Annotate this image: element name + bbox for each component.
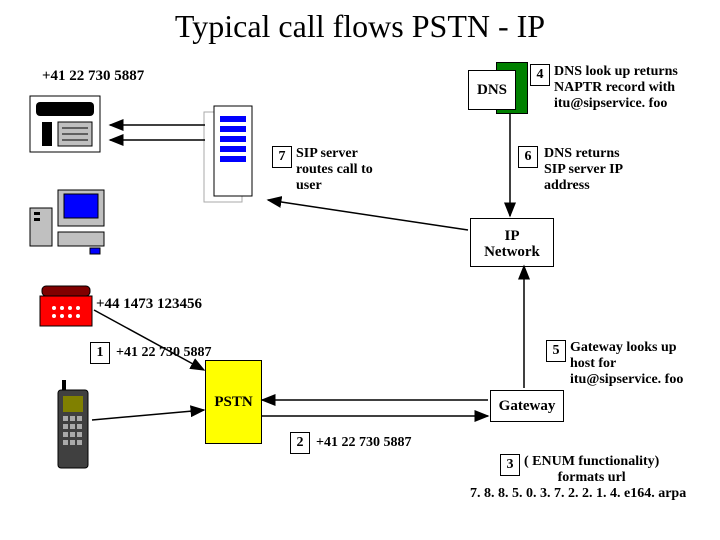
step-5-l3: itu@sipservice. foo — [570, 372, 683, 387]
step-3-l3: 7. 8. 8. 5. 0. 3. 7. 2. 2. 1. 4. e164. a… — [470, 486, 686, 502]
step-1-text: +41 22 730 5887 — [116, 345, 211, 361]
step-6-l2: SIP server IP — [544, 162, 623, 177]
step-5-l1: Gateway looks up — [570, 340, 677, 355]
step-4-l1: DNS look up returns — [554, 64, 678, 79]
step-2-num: 2 — [290, 432, 310, 454]
step-3-l1: ( ENUM functionality) — [524, 454, 659, 469]
step-4: 4 DNS look up returns NAPTR record with … — [530, 64, 678, 112]
step-7-l1: SIP server — [296, 146, 358, 161]
step-3: 3 ( ENUM functionality) formats url 7. 8… — [500, 454, 716, 502]
step-1-num: 1 — [90, 342, 110, 364]
step-3-l2: formats url — [524, 470, 659, 486]
step-2-text: +41 22 730 5887 — [316, 435, 411, 451]
step-6-l3: address — [544, 178, 590, 193]
step-3-num: 3 — [500, 454, 520, 476]
step-4-l3: itu@sipservice. foo — [554, 96, 667, 111]
step-7-l2: routes call to — [296, 162, 373, 177]
step-5: 5 Gateway looks up host for itu@sipservi… — [546, 340, 683, 388]
step-5-l2: host for — [570, 356, 616, 371]
step-7-num: 7 — [272, 146, 292, 168]
step-7-l3: user — [296, 178, 322, 193]
step-4-l2: NAPTR record with — [554, 80, 675, 95]
step-6-l1: DNS returns — [544, 146, 620, 161]
step-6: 6 DNS returns SIP server IP address — [518, 146, 623, 194]
step-1: 1 +41 22 730 5887 — [90, 342, 211, 364]
step-5-num: 5 — [546, 340, 566, 362]
step-7: 7 SIP server routes call to user — [272, 146, 373, 194]
step-6-num: 6 — [518, 146, 538, 168]
step-2: 2 +41 22 730 5887 — [290, 432, 411, 454]
step-4-num: 4 — [530, 64, 550, 86]
